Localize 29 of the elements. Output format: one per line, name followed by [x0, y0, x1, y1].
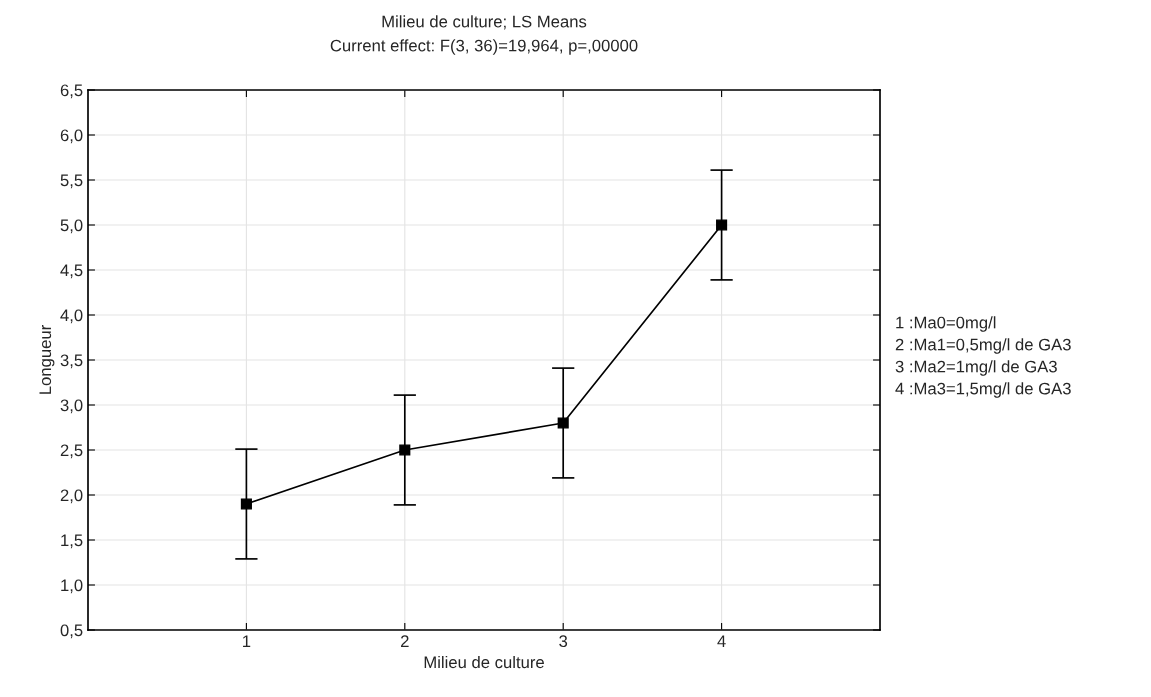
point: [240, 498, 252, 510]
y-axis-title: Longueur: [39, 325, 55, 394]
x-tick-label: 1: [243, 635, 251, 647]
chart-title: Milieu de culture; LS Means: [382, 15, 587, 30]
y-tick-label: 4,5: [60, 264, 83, 279]
y-tick-label: 2,5: [60, 444, 83, 459]
point: [557, 417, 569, 429]
text: 1 :Ma0=0mg/l: [896, 316, 996, 332]
y-tick-label: 5,0: [60, 219, 83, 234]
y-tick-label: 1,5: [61, 534, 83, 549]
text: 4 :Ma3=1,5mg/l de GA3: [895, 382, 1071, 398]
y-tick-label: 3,0: [60, 399, 83, 414]
point: [399, 444, 411, 456]
y-tick-label: 5,5: [60, 174, 83, 189]
y-tick-label: 1,0: [61, 579, 83, 594]
y-tick-label: 3,5: [60, 354, 83, 369]
y-tick-label: 6,0: [60, 129, 83, 144]
x-tick-label: 4: [717, 635, 726, 647]
y-tick-label: 2,0: [60, 489, 83, 504]
x-tick-label: 2: [401, 635, 409, 647]
point: [716, 219, 728, 231]
y-tick-label: 6,5: [60, 84, 83, 99]
x-tick-label: 3: [559, 635, 568, 648]
y-tick-label: 0,5: [60, 624, 83, 639]
chart-subtitle: Current effect: F(3, 36)=19,964, p=,00000: [330, 39, 638, 55]
text: 3 :Ma2=1mg/l de GA3: [895, 360, 1057, 376]
text: 2 :Ma1=0,5mg/l de GA3: [895, 338, 1071, 354]
x-axis-title: Milieu de culture: [424, 655, 544, 669]
y-tick-label: 4,0: [60, 309, 83, 324]
